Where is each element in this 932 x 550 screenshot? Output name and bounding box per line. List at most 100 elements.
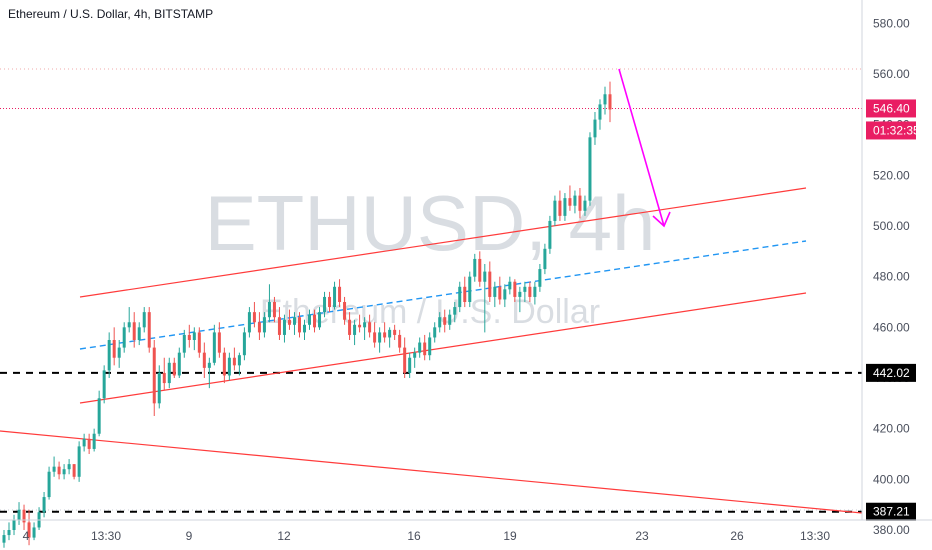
candle-body — [603, 94, 607, 105]
candle — [568, 185, 572, 211]
candle — [62, 464, 66, 480]
channel-lower-line — [79, 292, 807, 404]
candle-body — [563, 198, 567, 216]
candle — [42, 492, 46, 518]
x-tick-label: 16 — [407, 529, 421, 543]
x-tick-label: 13:30 — [91, 529, 121, 543]
candle — [222, 347, 226, 384]
candle — [588, 132, 592, 206]
candle-body — [598, 104, 602, 120]
candle-body — [227, 357, 231, 376]
level-upper-tag-text: 442.02 — [873, 366, 910, 380]
candle-body — [453, 307, 457, 315]
y-tick-label: 420.00 — [873, 422, 910, 436]
candle-body — [583, 200, 587, 211]
candle — [583, 195, 587, 216]
candle-body — [328, 296, 332, 308]
candle — [313, 309, 317, 333]
candle-body — [192, 332, 196, 340]
candle-body — [302, 324, 306, 333]
candle-body — [97, 398, 101, 434]
candle — [418, 337, 422, 358]
candle-body — [398, 334, 402, 348]
candle-body — [478, 258, 482, 282]
candle — [102, 365, 106, 404]
candle — [147, 307, 151, 353]
candle — [498, 276, 502, 305]
candle — [92, 428, 96, 452]
candle — [202, 342, 206, 378]
candle — [132, 312, 136, 348]
watermark-ticker: ETHUSD, 4h — [205, 179, 656, 267]
candle-body — [353, 324, 357, 335]
candle-body — [378, 332, 382, 343]
candle-body — [72, 464, 76, 477]
candle — [172, 357, 176, 378]
candle-body — [423, 342, 427, 356]
watermark: ETHUSD, 4h Ethereum / U.S. Dollar — [205, 179, 656, 331]
candle-body — [107, 340, 111, 371]
candle-body — [202, 352, 206, 368]
candle-body — [22, 509, 26, 523]
candle-body — [142, 312, 146, 328]
channel-upper-line — [79, 187, 807, 298]
candle — [513, 279, 517, 302]
candle — [438, 312, 442, 333]
candle-body — [498, 286, 502, 300]
candle-body — [578, 195, 582, 211]
candle — [197, 327, 201, 358]
candle — [2, 530, 6, 548]
candle — [563, 193, 567, 221]
candle-body — [82, 438, 86, 447]
candle-body — [388, 329, 392, 338]
candle-body — [443, 317, 447, 325]
candle-body — [292, 317, 296, 325]
candle — [82, 433, 86, 452]
candle-body — [588, 137, 592, 201]
current-price-tag-text: 546.40 — [873, 101, 910, 115]
candle — [473, 253, 477, 282]
candle-body — [573, 195, 577, 206]
candle — [458, 281, 462, 313]
candle — [388, 327, 392, 348]
candle — [603, 86, 607, 115]
candle-body — [7, 530, 11, 536]
candle — [348, 312, 352, 340]
candle — [277, 307, 281, 340]
watermark-name: Ethereum / U.S. Dollar — [260, 293, 600, 331]
candle — [423, 334, 427, 361]
candle — [52, 456, 56, 477]
candle-body — [62, 469, 66, 475]
y-tick-label: 460.00 — [873, 320, 910, 334]
candle — [17, 502, 21, 525]
candle-body — [308, 314, 312, 325]
arrow-shaft — [618, 68, 665, 227]
candle-body — [252, 312, 256, 323]
candle-body — [413, 352, 417, 358]
candle — [578, 188, 582, 219]
candle — [152, 340, 156, 416]
candle-body — [553, 200, 557, 221]
candle-body — [468, 276, 472, 302]
candle — [182, 329, 186, 358]
candle — [553, 195, 557, 226]
candle-body — [47, 471, 51, 498]
time-axis[interactable]: 4 13:30 9 12 16 19 23 26 13:30 — [0, 519, 932, 543]
candle-body — [343, 302, 347, 320]
candle — [47, 466, 51, 500]
candle — [242, 327, 246, 361]
candle-body — [448, 314, 452, 325]
candle — [27, 509, 31, 546]
candle-body — [147, 312, 151, 348]
candle-body — [543, 248, 547, 270]
current-price-tag-bg — [866, 99, 916, 118]
candle-body — [508, 281, 512, 290]
candle-body — [112, 340, 116, 358]
candle-body — [488, 271, 492, 297]
price-axis[interactable]: 380.00400.00420.00440.00460.00480.00500.… — [861, 0, 910, 537]
candle — [7, 522, 11, 541]
candle — [292, 312, 296, 335]
candle — [122, 322, 126, 353]
